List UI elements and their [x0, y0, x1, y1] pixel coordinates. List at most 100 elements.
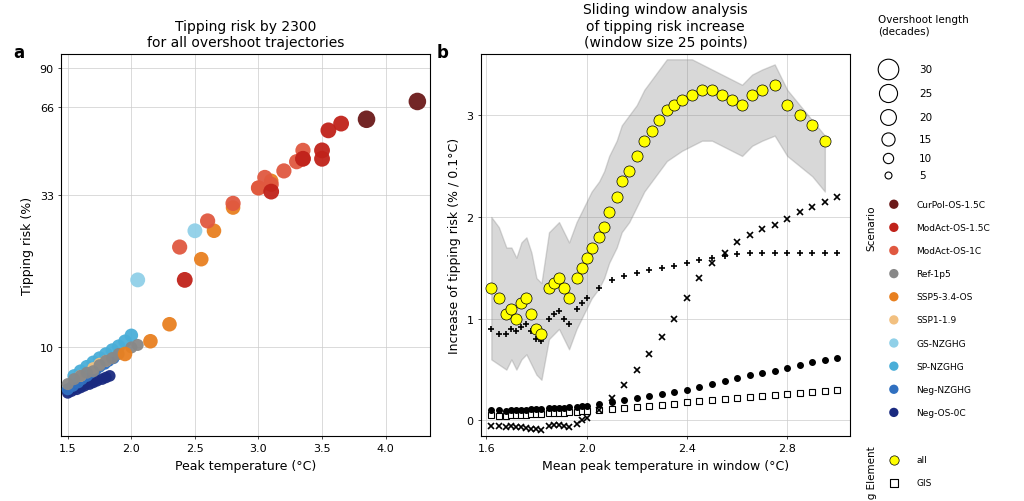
Point — [89, 377, 105, 385]
Point — [73, 384, 89, 392]
Text: GS-NZGHG: GS-NZGHG — [916, 339, 966, 348]
Point — [85, 359, 101, 367]
Point — [79, 363, 95, 371]
Point — [88, 366, 104, 374]
Point — [104, 354, 121, 362]
Point — [313, 147, 330, 155]
Point — [123, 344, 139, 352]
Point — [358, 116, 375, 124]
Point — [85, 379, 101, 387]
Text: 10: 10 — [920, 154, 933, 164]
X-axis label: Peak temperature (°C): Peak temperature (°C) — [175, 459, 316, 472]
Text: Neg-NZGHG: Neg-NZGHG — [916, 385, 971, 394]
Point — [117, 338, 133, 346]
Point — [63, 387, 80, 395]
Point — [70, 379, 86, 387]
Text: 20: 20 — [920, 113, 933, 123]
Point — [129, 277, 145, 285]
Point — [73, 372, 89, 380]
Point — [886, 339, 902, 347]
Point — [97, 357, 114, 365]
Point — [880, 136, 896, 144]
Point — [295, 147, 311, 155]
Point — [250, 184, 266, 192]
Point — [65, 382, 81, 390]
Text: Scenario: Scenario — [867, 205, 877, 250]
Point — [91, 360, 108, 368]
Point — [97, 374, 114, 382]
Point — [111, 343, 127, 351]
Point — [886, 247, 902, 255]
Point — [263, 177, 280, 185]
Point — [880, 155, 896, 163]
Point — [96, 360, 113, 368]
Text: SP-NZGHG: SP-NZGHG — [916, 362, 964, 371]
Point — [880, 66, 896, 74]
Text: CurPol-OS-1.5C: CurPol-OS-1.5C — [916, 200, 985, 209]
Point — [886, 456, 902, 464]
Point — [880, 90, 896, 98]
Point — [225, 200, 242, 208]
Text: Ref-1p5: Ref-1p5 — [916, 270, 951, 279]
Point — [206, 227, 222, 235]
Point — [200, 217, 216, 225]
Text: 15: 15 — [920, 135, 933, 145]
Point — [59, 389, 76, 397]
Point — [111, 350, 127, 358]
Point — [91, 363, 108, 371]
Point — [73, 372, 89, 380]
Point — [313, 155, 330, 163]
Point — [79, 369, 95, 377]
Y-axis label: Increase of tipping risk (% / 0.1°C): Increase of tipping risk (% / 0.1°C) — [447, 138, 461, 353]
Point — [186, 227, 203, 235]
Point — [257, 174, 273, 182]
Point — [880, 172, 896, 180]
Point — [886, 316, 902, 324]
Point — [295, 155, 311, 163]
Text: ModAct-OS-1C: ModAct-OS-1C — [916, 246, 981, 256]
Point — [104, 346, 121, 354]
Y-axis label: Tipping risk (%): Tipping risk (%) — [22, 196, 34, 295]
Point — [410, 98, 426, 106]
Point — [74, 375, 90, 383]
Title: Sliding window analysis
of tipping risk increase
(window size 25 points): Sliding window analysis of tipping risk … — [584, 4, 748, 50]
Point — [142, 338, 159, 346]
Point — [176, 277, 193, 285]
Text: SSP1-1.9: SSP1-1.9 — [916, 316, 956, 325]
Text: all: all — [916, 455, 927, 464]
Point — [76, 382, 92, 390]
Point — [171, 243, 187, 252]
Point — [101, 372, 118, 380]
Point — [263, 188, 280, 196]
Point — [83, 369, 99, 377]
Point — [886, 293, 902, 301]
Point — [886, 362, 902, 370]
Point — [73, 367, 89, 375]
Point — [97, 350, 114, 358]
Text: GIS: GIS — [916, 478, 932, 487]
Point — [91, 354, 108, 362]
Point — [100, 357, 117, 365]
Point — [94, 375, 111, 383]
Point — [117, 350, 133, 358]
Point — [295, 155, 311, 163]
Point — [880, 114, 896, 122]
Text: Overshoot length
(decades): Overshoot length (decades) — [878, 15, 969, 37]
Point — [66, 375, 82, 383]
X-axis label: Mean peak temperature in window (°C): Mean peak temperature in window (°C) — [542, 459, 790, 472]
Point — [263, 181, 280, 189]
Point — [105, 354, 122, 362]
Point — [85, 367, 101, 375]
Text: 25: 25 — [920, 89, 933, 99]
Point — [886, 270, 902, 278]
Point — [194, 256, 210, 264]
Text: Neg-OS-0C: Neg-OS-0C — [916, 408, 966, 417]
Point — [66, 372, 82, 380]
Point — [321, 127, 337, 135]
Title: Tipping risk by 2300
for all overshoot trajectories: Tipping risk by 2300 for all overshoot t… — [147, 20, 344, 50]
Point — [123, 332, 139, 340]
Point — [333, 120, 349, 128]
Point — [162, 321, 178, 329]
Point — [85, 364, 101, 372]
Point — [225, 204, 242, 212]
